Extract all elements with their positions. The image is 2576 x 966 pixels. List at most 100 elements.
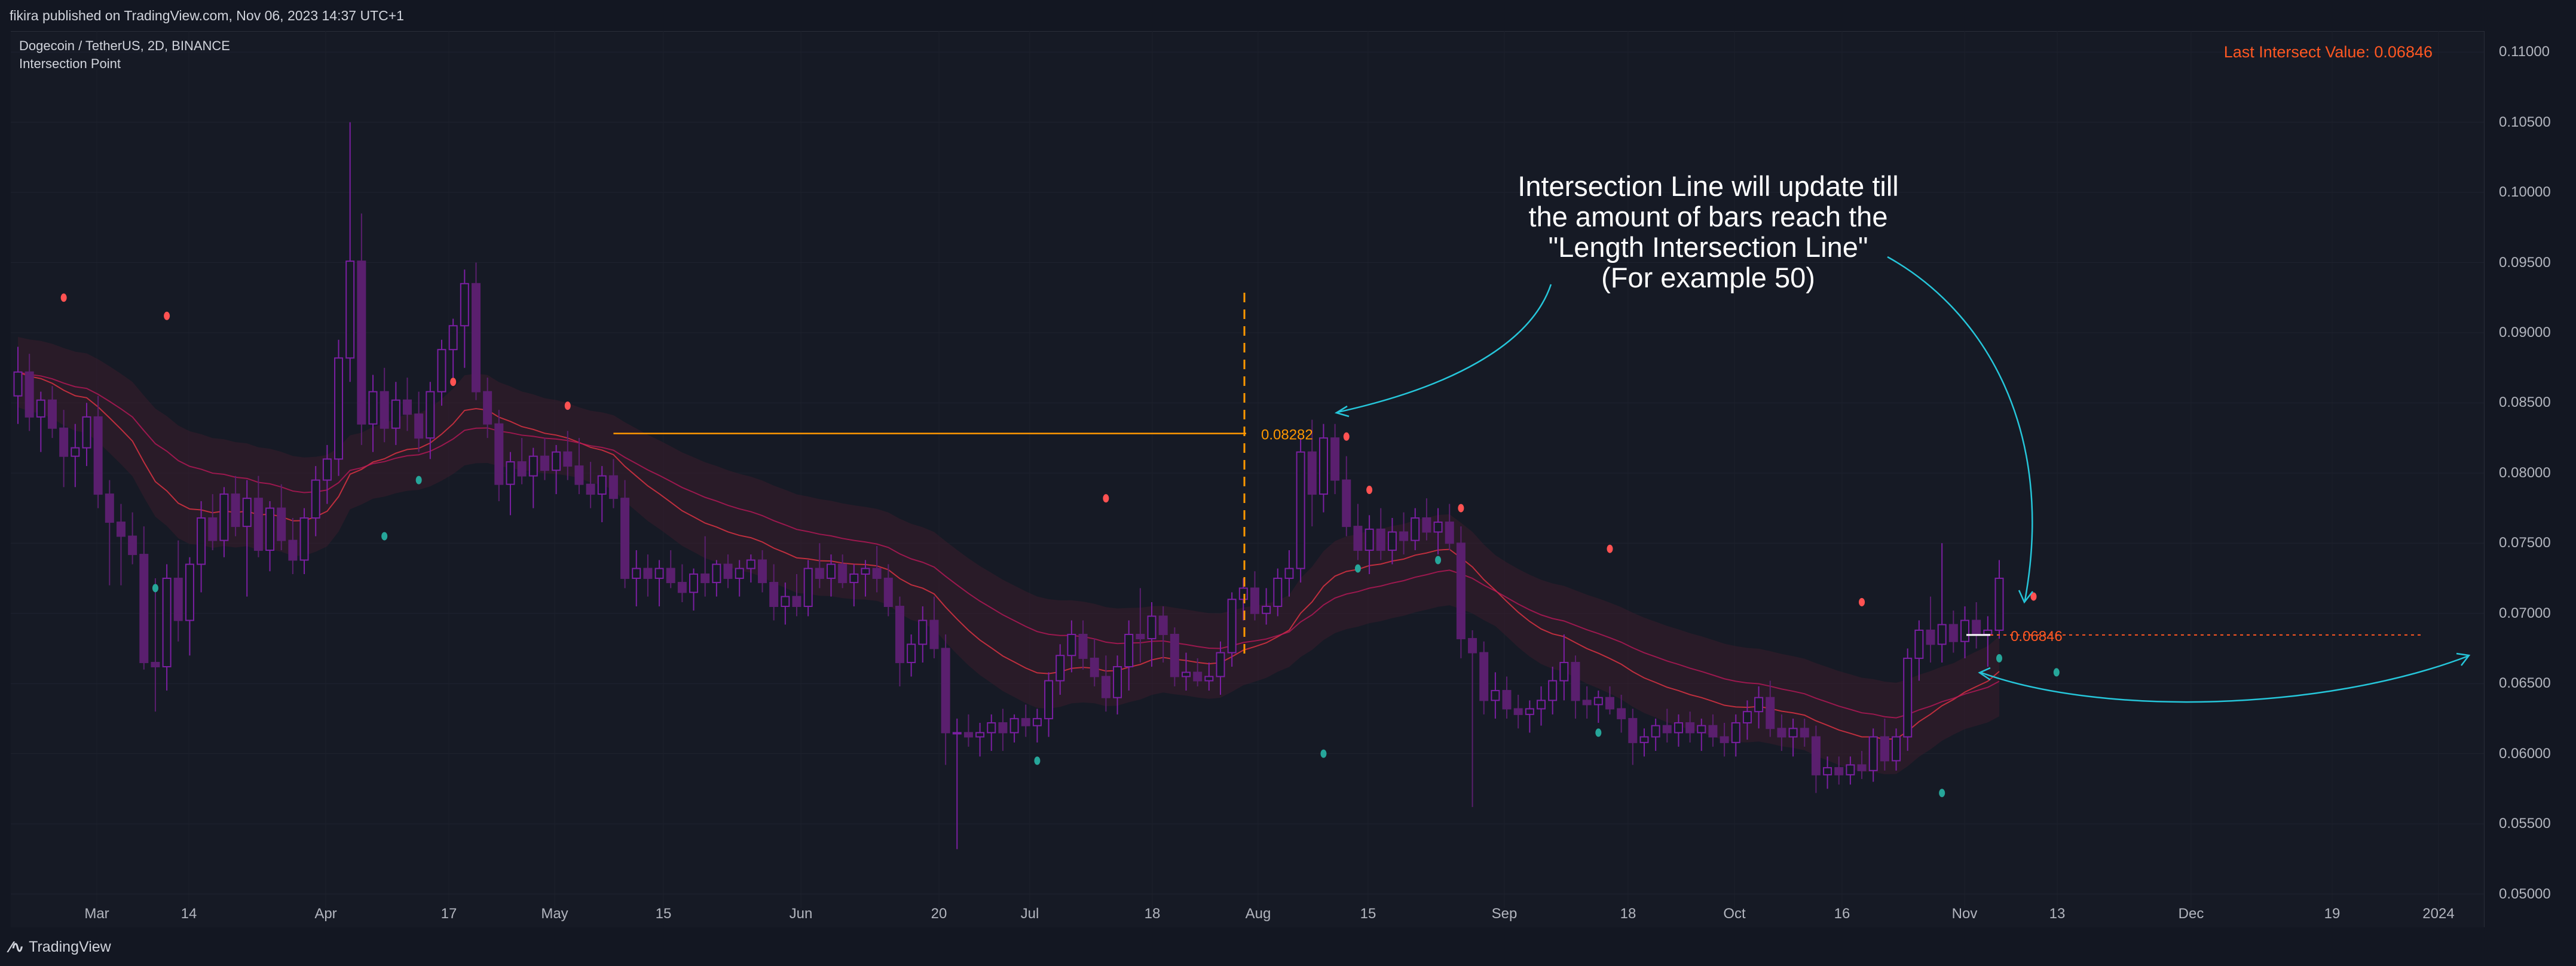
candles	[13, 122, 2004, 850]
candle-body	[1387, 531, 1397, 551]
candle-body	[59, 427, 69, 457]
candle-body	[265, 507, 275, 551]
price-axis[interactable]: 0.11000 0.10500 0.10000 0.09500 0.09000 0.085…	[2484, 31, 2576, 927]
arrow-head-icon	[1978, 667, 1991, 681]
bearish-signal-dot	[564, 401, 571, 410]
candle-body	[1044, 680, 1054, 719]
x-tick-label: 20	[931, 906, 947, 922]
candle-body	[1330, 437, 1340, 481]
candle-body	[929, 620, 939, 649]
bearish-signal-dot	[1607, 544, 1613, 553]
candle-body	[1811, 736, 1821, 775]
candle-body	[1399, 531, 1409, 541]
candle-body	[47, 399, 57, 429]
candle-body	[173, 578, 183, 621]
candle-body	[448, 325, 458, 351]
bearish-signal-dot	[164, 311, 170, 320]
candle-body	[13, 371, 23, 397]
x-tick-label: Nov	[1952, 906, 1978, 922]
candle-body	[105, 493, 114, 523]
candle-body	[1411, 517, 1420, 541]
candle-body	[1056, 655, 1065, 682]
bullish-signal-dot	[1435, 556, 1442, 565]
candle-body	[25, 371, 34, 418]
candle-body	[1376, 528, 1385, 551]
x-tick-label: Mar	[84, 906, 109, 922]
candle-body	[746, 559, 755, 569]
y-tick-label: 0.10000	[2499, 184, 2551, 201]
candle-body	[998, 722, 1008, 734]
candle-body	[197, 517, 206, 565]
candle-body	[1307, 451, 1317, 495]
x-axis: Mar 14 Apr 17 May 15 Jun 20 Jul 18 Aug 15 Sep 18 Oct 16…	[84, 906, 2454, 922]
candle-body	[1960, 620, 1970, 642]
candle-body	[608, 475, 618, 499]
candle-body	[1582, 700, 1592, 706]
y-tick-label: 0.06000	[2499, 745, 2551, 762]
y-tick-label: 0.09000	[2499, 324, 2551, 341]
candle-body	[437, 349, 446, 392]
ema-band	[17, 337, 2000, 774]
candle-body	[391, 399, 400, 429]
candle-body	[322, 458, 332, 481]
candle-body	[1113, 666, 1122, 698]
candle-body	[1994, 578, 2004, 631]
candle-body	[242, 498, 252, 528]
candle-body	[597, 475, 607, 495]
candle-body	[1502, 689, 1512, 710]
symbol-legend[interactable]: Dogecoin / TetherUS, 2D, BINANCE	[19, 38, 230, 53]
candle-body	[1846, 764, 1855, 775]
bullish-signal-dot	[1996, 654, 2002, 663]
candle-body	[975, 732, 985, 738]
candle-body	[426, 391, 435, 439]
candle-body	[1708, 725, 1718, 738]
candle-body	[861, 568, 870, 575]
candle-body	[299, 517, 309, 561]
candle-body	[151, 661, 160, 668]
candle-body	[288, 539, 298, 561]
brand[interactable]: ⁄∿ TradingView	[10, 938, 111, 956]
candle-body	[540, 455, 549, 471]
candle-body	[82, 416, 91, 449]
candle-body	[483, 391, 492, 425]
x-tick-label: Dec	[2179, 906, 2204, 922]
y-tick-label: 0.07500	[2499, 535, 2551, 551]
candle-body	[185, 563, 194, 621]
candle-body	[1605, 697, 1614, 710]
candle-body	[689, 573, 699, 593]
arrow-to-last-intersect	[1887, 256, 2033, 601]
candle-body	[311, 479, 320, 519]
candle-body	[1948, 624, 1958, 642]
candle-body	[1571, 661, 1580, 701]
candle-body	[838, 563, 848, 584]
candle-body	[1548, 680, 1558, 701]
annotation-line: "Length Intersection Line"	[1548, 231, 1868, 263]
candle-body	[471, 283, 481, 392]
candle-body	[1662, 725, 1672, 734]
candle-body	[1983, 629, 1993, 635]
x-tick-label: 18	[1620, 906, 1636, 922]
candle-body	[643, 568, 653, 579]
bearish-signal-dot	[1103, 494, 1109, 503]
candle-body	[494, 423, 504, 485]
candle-body	[334, 357, 344, 460]
candle-body	[987, 722, 996, 734]
y-tick-label: 0.11000	[2499, 44, 2550, 60]
candle-body	[1078, 633, 1088, 659]
publish-text: fikira published on TradingView.com, Nov…	[10, 8, 404, 23]
indicator-legend[interactable]: Intersection Point	[19, 56, 121, 71]
last-intersect-value-label: 0.06846	[2011, 628, 2063, 645]
candle-body	[654, 568, 664, 579]
candle-body	[1593, 697, 1603, 706]
bearish-signal-dot	[1859, 597, 1865, 606]
x-tick-label: 17	[441, 906, 457, 922]
candle-body	[1147, 615, 1157, 640]
bullish-signal-dot	[381, 532, 388, 541]
candle-body	[1617, 708, 1626, 719]
candle-body	[574, 465, 584, 485]
candle-body	[1697, 725, 1706, 734]
candle-body	[735, 568, 744, 579]
candle-body	[219, 493, 229, 541]
candle-body	[1250, 587, 1259, 614]
